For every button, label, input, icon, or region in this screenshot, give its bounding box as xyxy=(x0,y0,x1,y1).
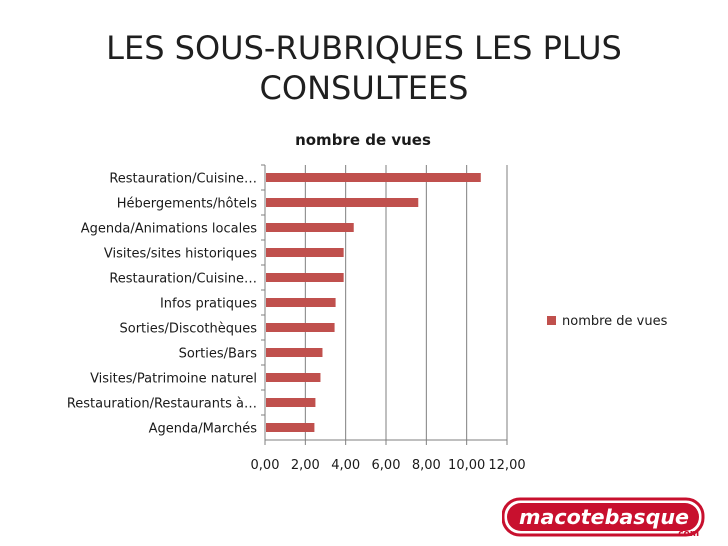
category-label: Visites/Patrimoine naturel xyxy=(90,372,257,387)
legend: nombre de vues xyxy=(547,314,668,329)
macotebasque-logo: macotebasque .com xyxy=(502,497,705,538)
x-tick-label: 12,00 xyxy=(488,458,525,473)
bar xyxy=(266,248,344,257)
legend-swatch xyxy=(547,316,556,325)
bar xyxy=(266,348,323,357)
x-tick-label: 8,00 xyxy=(412,458,441,473)
bar xyxy=(266,223,354,232)
axes xyxy=(261,164,507,441)
bar xyxy=(266,323,335,332)
slide-title: LES SOUS-RUBRIQUES LES PLUS CONSULTEES xyxy=(0,28,728,108)
x-tick-label: 0,00 xyxy=(251,458,280,473)
bar xyxy=(266,398,316,407)
x-tick-labels: 0,00 2,00 4,00 6,00 8,00 10,00 12,00 xyxy=(251,458,526,473)
slide-title-line-1: LES SOUS-RUBRIQUES LES PLUS xyxy=(106,29,622,67)
chart-title: nombre de vues xyxy=(295,131,431,149)
category-labels: Restauration/Cuisine… Hébergements/hôtels… xyxy=(67,172,257,437)
category-label: Hébergements/hôtels xyxy=(117,197,257,212)
category-label: Visites/sites historiques xyxy=(104,247,257,262)
category-label: Infos pratiques xyxy=(160,297,257,312)
x-tick-label: 10,00 xyxy=(448,458,485,473)
category-label: Sorties/Bars xyxy=(179,347,258,362)
category-label: Restauration/Cuisine… xyxy=(109,272,257,287)
slide-title-line-2: CONSULTEES xyxy=(259,69,469,107)
category-label: Sorties/Discothèques xyxy=(119,322,257,337)
category-label: Restauration/Restaurants à… xyxy=(67,397,257,412)
legend-label: nombre de vues xyxy=(562,314,668,329)
x-tick-label: 4,00 xyxy=(331,458,360,473)
bar xyxy=(266,373,321,382)
bar xyxy=(266,298,336,307)
bar xyxy=(266,173,481,182)
category-label: Agenda/Animations locales xyxy=(81,222,257,237)
bars xyxy=(266,173,481,432)
logo-wordmark: macotebasque xyxy=(519,505,689,529)
bar xyxy=(266,273,344,282)
x-tick-label: 2,00 xyxy=(291,458,320,473)
category-label: Agenda/Marchés xyxy=(149,422,258,437)
logo-domain-suffix: .com xyxy=(675,529,699,538)
bar xyxy=(266,423,315,432)
bar xyxy=(266,198,419,207)
category-label: Restauration/Cuisine… xyxy=(109,172,257,187)
x-tick-label: 6,00 xyxy=(372,458,401,473)
